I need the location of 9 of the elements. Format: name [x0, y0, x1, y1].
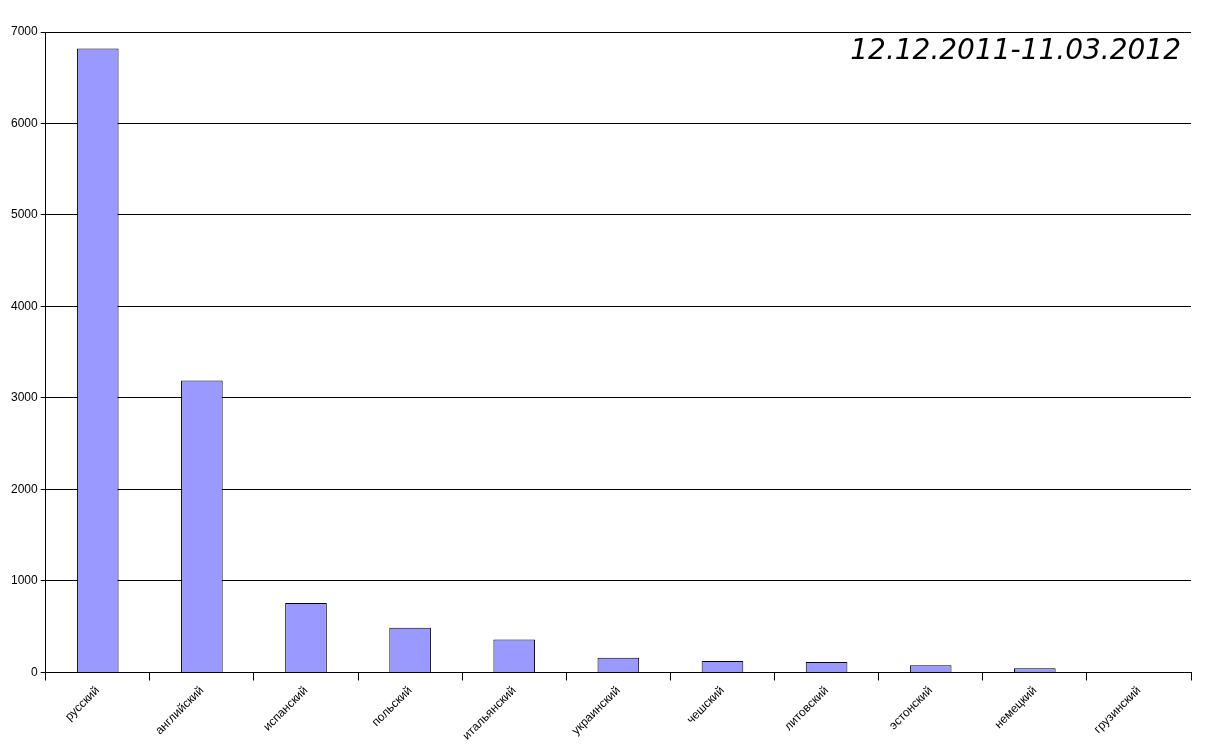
y-tick-label: 6000: [10, 115, 39, 130]
y-tick-label: 2000: [10, 481, 39, 496]
y-tick-label: 7000: [10, 24, 39, 39]
y-tick-label: 5000: [10, 207, 39, 222]
y-tick-label: 3000: [10, 390, 39, 405]
y-tick-label: 1000: [10, 573, 39, 588]
annotation: 12.12.2011-11.03.2012: [850, 33, 1181, 67]
y-tick-label: 4000: [10, 298, 39, 313]
y-tick-label: 0: [31, 664, 39, 679]
